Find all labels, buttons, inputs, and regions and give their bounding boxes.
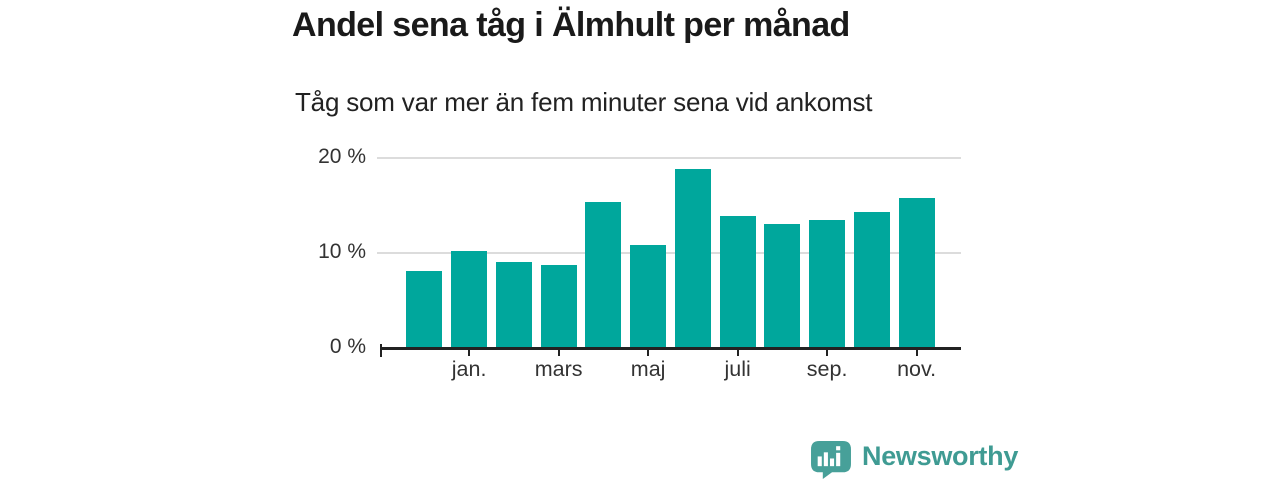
y-axis-label-20-percent: 20 % <box>318 145 366 168</box>
x-tick-mars <box>557 348 560 356</box>
x-tick-jan. <box>468 348 471 356</box>
bar-jan. <box>451 251 488 347</box>
bar-okt. <box>853 212 890 347</box>
bar-maj <box>630 245 667 347</box>
y-axis-label-10-percent: 10 % <box>318 240 366 263</box>
gridline-20-percent <box>377 157 961 159</box>
y-axis-label-0-percent: 0 % <box>329 335 366 358</box>
x-axis-label-nov.: nov. <box>897 357 937 381</box>
bar-sep. <box>809 219 846 347</box>
bar-feb. <box>495 262 532 347</box>
bar-mars <box>540 265 577 347</box>
x-tick-maj <box>647 348 650 356</box>
x-tick-nov. <box>915 348 918 356</box>
bar-apr. <box>585 201 622 347</box>
x-axis-label-juli: juli <box>724 357 751 381</box>
bar-chart-plot-area: jan. mars maj juli sep. nov. <box>377 157 961 381</box>
gridline-10-percent <box>377 252 961 254</box>
x-tick-juli <box>736 348 739 356</box>
newsworthy-logo-text: Newsworthy <box>862 441 1019 471</box>
x-axis-label-mars: mars <box>534 357 583 381</box>
newsworthy-speech-bubble-bar-chart-icon <box>811 441 851 479</box>
x-axis-origin-tick <box>380 344 382 357</box>
chart-title: Andel sena tåg i Älmhult per månad <box>292 6 850 44</box>
bar-aug. <box>764 223 801 347</box>
newsworthy-logo: Newsworthy <box>810 440 1018 479</box>
chart-subtitle: Tåg som var mer än fem minuter sena vid … <box>295 87 873 117</box>
x-axis-label-jan.: jan. <box>451 357 487 381</box>
bar-juni <box>674 169 711 347</box>
bar-juli <box>719 215 756 347</box>
bar-nov. <box>898 197 935 347</box>
x-axis-line <box>380 347 961 350</box>
x-tick-sep. <box>826 348 829 356</box>
bar-dec. <box>406 271 443 347</box>
x-axis-label-sep.: sep. <box>806 357 848 381</box>
x-axis-label-maj: maj <box>630 357 666 381</box>
